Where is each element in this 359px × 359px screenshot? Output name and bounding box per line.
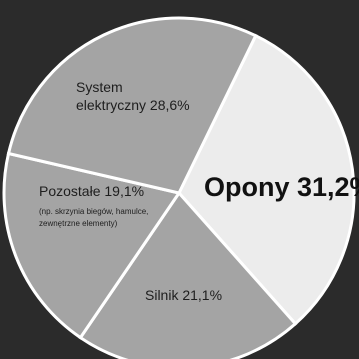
pie-slice-system bbox=[6, 16, 258, 195]
label-pozostale-note-line2: zewnętrzne elementy) bbox=[39, 219, 118, 228]
label-silnik: Silnik 21,1% bbox=[145, 287, 222, 303]
label-opony: Opony 31,2% bbox=[204, 172, 359, 202]
pie-slice-opony bbox=[177, 33, 356, 326]
pie-slice-pozostale bbox=[2, 151, 182, 340]
labels-layer: System elektryczny 28,6% Opony 31,2% Poz… bbox=[39, 79, 359, 303]
slices-layer bbox=[2, 16, 356, 359]
label-system-line2: elektryczny 28,6% bbox=[76, 97, 190, 113]
pie-slice-silnik bbox=[78, 190, 298, 359]
label-system-line1: System bbox=[76, 79, 123, 95]
label-pozostale: Pozostałe 19,1% bbox=[39, 183, 144, 199]
label-pozostale-note-line1: (np. skrzynia biegów, hamulce, bbox=[39, 207, 148, 216]
